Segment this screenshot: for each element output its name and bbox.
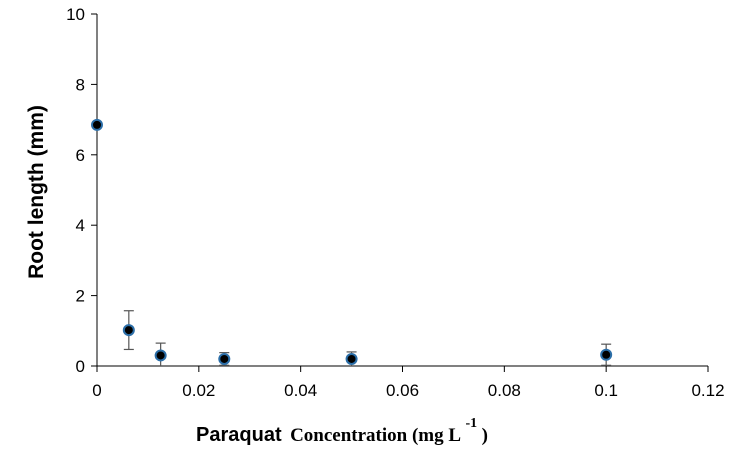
x-axis-label-bold: Paraquat [196,424,282,446]
x-tick-label: 0.1 [594,381,618,400]
x-tick-label: 0.12 [691,381,724,400]
error-bars [124,311,611,366]
x-axis-label-closing: ) [482,425,488,446]
data-point [156,350,166,360]
y-axis-ticks: 0 2 4 6 8 10 [66,5,97,376]
y-axis-label: Root length (mm) [25,105,48,279]
x-tick-label: 0.08 [488,381,521,400]
data-point [124,325,134,335]
data-point [601,350,611,360]
y-tick-label: 2 [76,287,85,306]
data-point [92,120,102,130]
x-tick-label: 0 [92,381,101,400]
x-tick-label: 0.06 [386,381,419,400]
x-axis-label-unit: Concentration (mg L [290,425,461,446]
y-tick-label: 8 [76,75,85,94]
data-point [347,354,357,364]
y-tick-label: 0 [76,357,85,376]
x-tick-label: 0.04 [284,381,317,400]
x-axis-ticks: 0 0.02 0.04 0.06 0.08 0.1 0.12 [92,366,724,400]
x-axis-label: Paraquat Concentration (mg L -1 ) [196,414,488,446]
y-tick-label: 4 [76,216,85,235]
data-points [92,120,611,364]
plot-area: 0 2 4 6 8 10 0 0.02 0.04 0.06 0.08 0.1 0.12 [66,5,724,400]
x-axis-label-superscript: -1 [466,416,478,431]
x-tick-label: 0.02 [182,381,215,400]
y-tick-label: 10 [66,5,85,24]
data-point [219,354,229,364]
y-tick-label: 6 [76,146,85,165]
